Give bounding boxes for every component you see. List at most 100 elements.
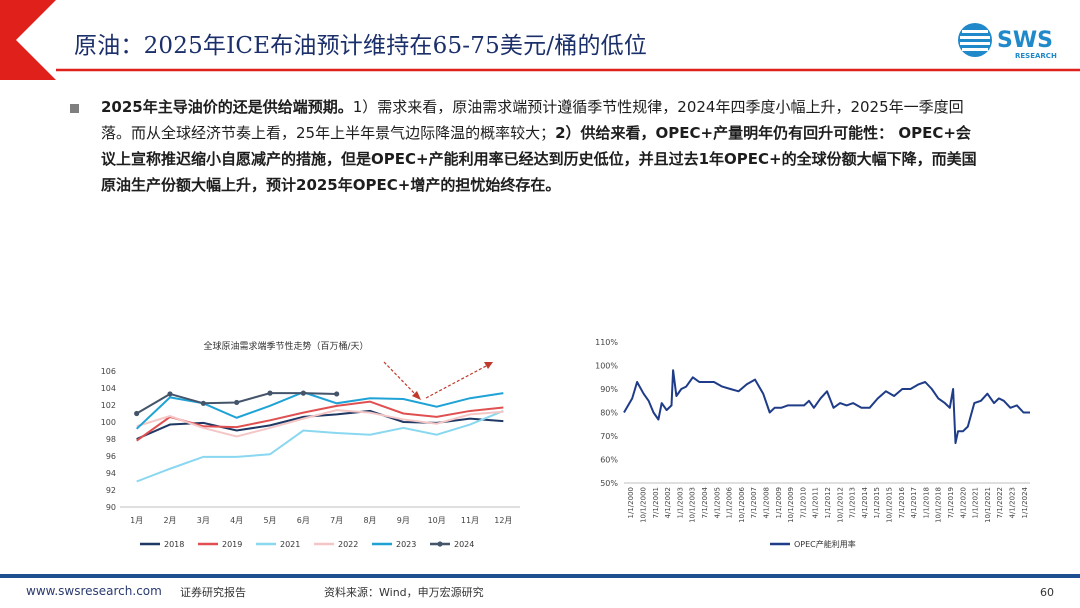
legend-label-2024: 2024	[454, 540, 474, 549]
chart2-x-tick: 4/1/2014	[861, 486, 869, 518]
chart2-x-tick: 10/1/2003	[689, 487, 697, 523]
footer-source: 资料来源：Wind，申万宏源研究	[324, 586, 484, 599]
chart1-y-axis: 90 92 94 96 98 100 102 104 106	[101, 367, 116, 512]
legend-label-2023: 2023	[396, 540, 416, 549]
chart2-x-tick: 10/1/2012	[836, 487, 844, 523]
chart2-x-tick: 7/1/2004	[701, 486, 709, 518]
slide-header: 原油：2025年ICE布油预计维持在65-75美元/桶的低位 SWS RESEA…	[0, 0, 1080, 80]
chart2-y-tick: 70%	[600, 432, 618, 441]
chart1-x-tick: 6月	[297, 516, 310, 525]
chart2-y-tick: 80%	[600, 409, 618, 418]
series-point-2024	[267, 390, 273, 396]
chart1-title: 全球原油需求端季节性走势（百万桶/天）	[203, 340, 368, 352]
chart1-y-tick: 106	[101, 367, 116, 376]
chart2-x-tick: 7/1/2010	[799, 487, 807, 518]
chart2-x-tick: 7/1/2007	[750, 487, 758, 518]
legend-label-opec: OPEC产能利用率	[794, 539, 856, 549]
chart2-x-tick: 1/1/2006	[726, 486, 734, 518]
page-title: 原油：2025年ICE布油预计维持在65-75美元/桶的低位	[74, 33, 648, 59]
logo-subtext: RESEARCH	[1015, 52, 1057, 60]
series-point-2024	[234, 399, 240, 406]
chart2-x-tick: 4/1/2008	[762, 487, 770, 518]
chart2-x-tick: 4/1/2020	[959, 487, 967, 518]
chart1-y-tick: 100	[101, 418, 116, 427]
chart1-x-tick: 9月	[397, 516, 410, 525]
chart2-x-tick: 7/1/2016	[898, 486, 906, 518]
chart2-x-tick: 4/1/2005	[713, 487, 721, 518]
chart2-x-tick: 1/1/2009	[775, 487, 783, 518]
legend-marker-2024	[437, 541, 443, 547]
bullet-marker	[70, 104, 79, 113]
series-point-2024	[300, 390, 306, 396]
chart2-y-tick: 60%	[600, 456, 618, 465]
chart1-x-tick: 11月	[461, 516, 479, 525]
chart2-series	[623, 369, 1030, 445]
chart2-y-tick: 110%	[595, 338, 618, 347]
chart2-x-tick: 7/1/2022	[996, 487, 1004, 518]
chart2-x-tick: 1/1/2003	[676, 487, 684, 518]
chart1-x-tick: 8月	[363, 516, 376, 525]
opec-capacity-chart: 50% 60% 70% 80% 90% 100% 110% 1/1/2000 10/1/200…	[595, 338, 1030, 549]
footer-report-type: 证券研究报告	[180, 586, 246, 599]
trend-arrows	[383, 361, 493, 400]
chart1-y-tick: 98	[106, 435, 116, 444]
series-line-2021	[136, 410, 504, 483]
chart2-x-tick: 1/1/2018	[922, 487, 930, 518]
body-paragraph: 2025年主导油价的还是供给端预期。1）需求来看，原油需求端预计遵循季节性规律，…	[101, 94, 981, 198]
series-line-2019	[136, 400, 504, 442]
chart2-x-tick: 1/1/2000	[627, 487, 635, 518]
page-number: 60	[1040, 586, 1054, 599]
chart1-x-tick: 5月	[263, 516, 276, 525]
series-point-2024	[167, 391, 173, 397]
chart2-x-tick: 1/1/2015	[873, 487, 881, 518]
chart1-y-tick: 94	[106, 469, 116, 478]
series-point-2024	[134, 410, 140, 417]
chart2-x-tick: 7/1/2001	[652, 487, 660, 518]
chart2-x-tick: 4/1/2023	[1009, 487, 1017, 518]
opec-capacity-line	[623, 369, 1030, 445]
series-line-2022	[136, 409, 504, 438]
chart1-x-tick: 1月	[130, 516, 143, 525]
chart2-y-tick: 90%	[600, 385, 618, 394]
chart2-x-tick: 10/1/2018	[935, 487, 943, 523]
series-point-2024	[200, 400, 206, 406]
chart2-x-tick: 7/1/2019	[947, 487, 955, 518]
chart2-x-tick: 10/1/2009	[787, 487, 795, 523]
chart2-legend: OPEC产能利用率	[770, 539, 856, 549]
chart2-x-axis: 1/1/2000 10/1/2000 7/1/2001 4/1/2002 1/1/200…	[627, 486, 1029, 522]
body-text-1: 1）需求来看，原油需求端预计遵循季节性规律，2024年四季度小幅上升，2025年…	[101, 98, 964, 142]
chart2-x-tick: 10/1/2006	[738, 486, 746, 522]
chart1-x-tick: 3月	[197, 516, 210, 525]
chart2-x-tick: 10/1/2015	[886, 487, 894, 523]
chart2-x-tick: 10/1/2021	[984, 487, 992, 523]
chart1-x-tick: 7月	[330, 516, 343, 525]
chart1-series	[134, 390, 504, 483]
chart1-x-tick: 4月	[230, 516, 243, 525]
legend-label-2021: 2021	[280, 540, 300, 549]
chart2-y-tick: 50%	[600, 479, 618, 488]
chart2-y-tick: 100%	[595, 362, 618, 371]
footer-url-link[interactable]: www.swsresearch.com	[26, 584, 162, 598]
chart1-y-tick: 102	[101, 401, 116, 410]
chart1-y-tick: 90	[106, 503, 116, 512]
chart2-x-tick: 1/1/2012	[824, 487, 832, 518]
chart1-x-tick: 2月	[163, 516, 176, 525]
title-bar-decoration	[0, 0, 1080, 80]
logo-text: SWS	[997, 28, 1053, 53]
body-bold-1: 2025年主导油价的还是供给端预期。	[101, 98, 353, 116]
chart2-x-tick: 7/1/2013	[849, 487, 857, 518]
chart2-x-tick: 10/1/2000	[639, 487, 647, 523]
chart1-x-axis: 1月 2月 3月 4月 5月 6月 7月 8月 9月 10月 11月 12月	[130, 516, 512, 525]
chart1-legend: 2018 2019 2021 2022 2023 2024	[140, 540, 474, 549]
body-bold-2: 2）供给来看，OPEC+产量明年仍有回升可能性： OPEC+会议上宣称推迟缩小自…	[101, 124, 977, 194]
chart1-y-tick: 104	[101, 384, 116, 393]
chart2-x-tick: 1/1/2021	[972, 487, 980, 518]
legend-label-2022: 2022	[338, 540, 358, 549]
chart2-x-tick: 4/1/2017	[910, 487, 918, 518]
chart1-x-tick: 12月	[494, 516, 512, 525]
chart2-x-tick: 4/1/2011	[812, 487, 820, 518]
chart1-y-tick: 92	[106, 486, 116, 495]
series-point-2024	[334, 391, 340, 397]
legend-label-2019: 2019	[222, 540, 242, 549]
chart1-x-tick: 10月	[428, 516, 446, 525]
